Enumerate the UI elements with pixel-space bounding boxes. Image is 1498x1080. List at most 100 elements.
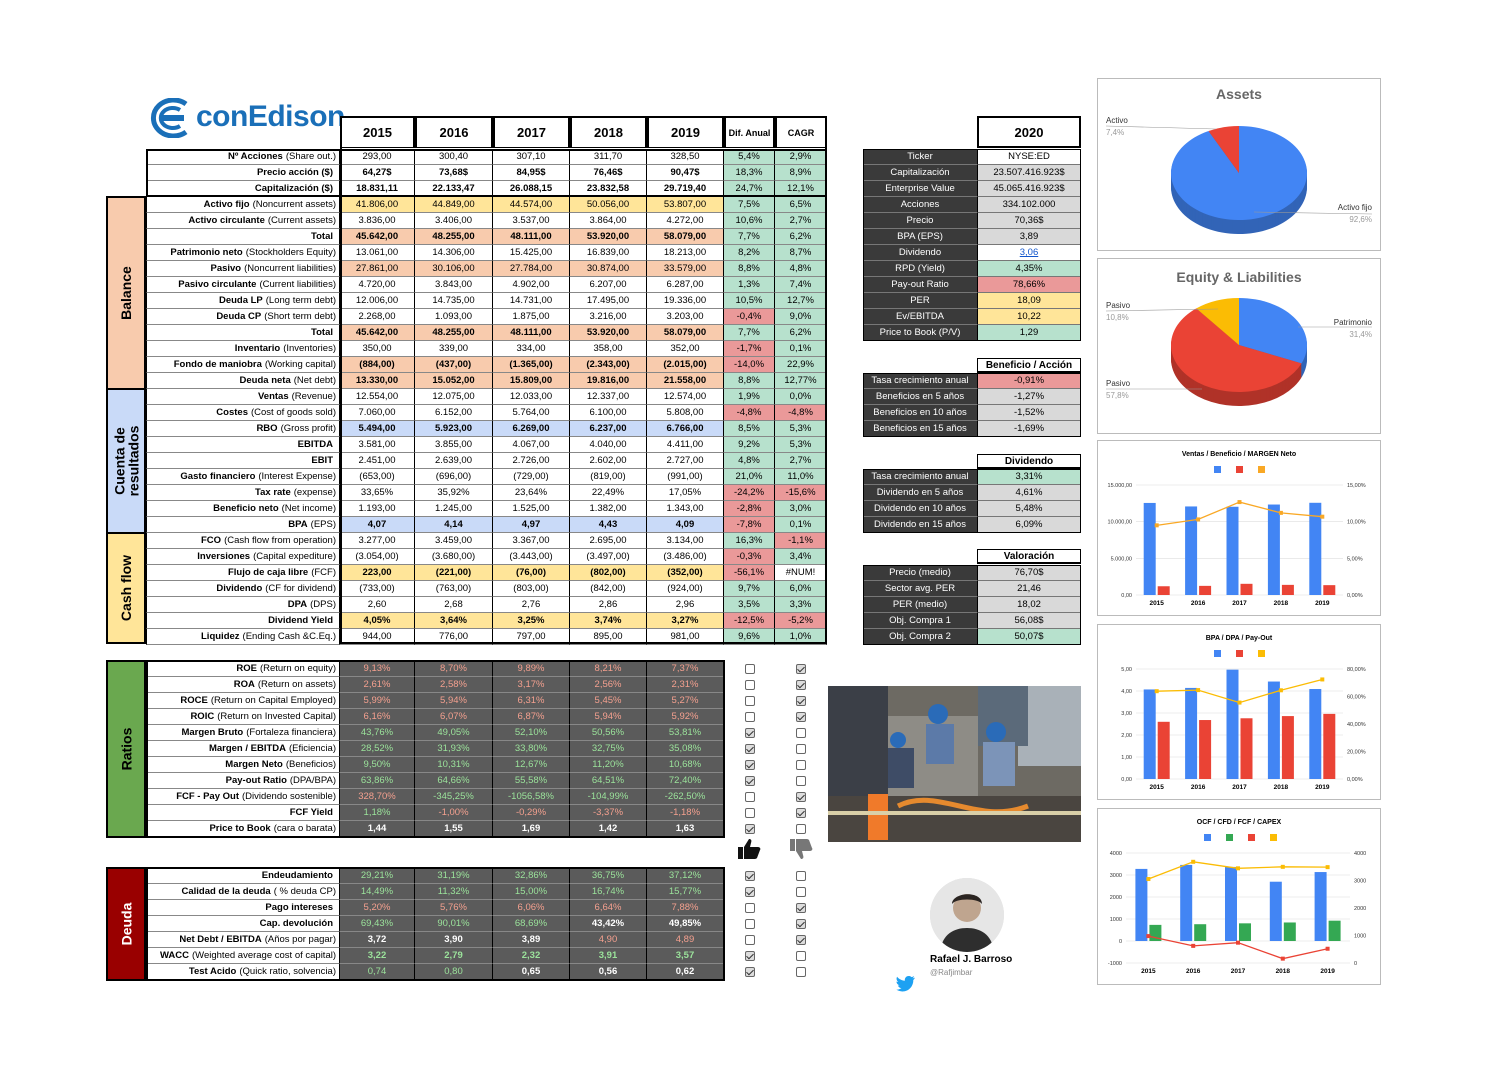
bar: [1281, 716, 1294, 779]
thumbs-down-checkbox[interactable]: [796, 776, 806, 786]
row-label: Margen Bruto (Fortaleza financiera): [146, 725, 340, 741]
value-cell: 63,86%: [340, 773, 415, 789]
thumbs-up-checkbox[interactable]: [745, 776, 755, 786]
thumbs-up-checkbox[interactable]: [745, 871, 755, 881]
pie-value-label: 31,4%: [1349, 330, 1372, 339]
ocf-chart: OCF / CFD / FCF / CAPEX -1000 0 1000 2000 30…: [1097, 808, 1381, 985]
thumbs-up-checkbox[interactable]: [745, 664, 755, 674]
thumbs-up-checkbox[interactable]: [745, 744, 755, 754]
panel-value: 10,22: [977, 309, 1080, 325]
value-cell: 44.849,00: [415, 197, 493, 213]
panel-label: PER: [863, 293, 977, 309]
thumbs-down-checkbox[interactable]: [796, 728, 806, 738]
value-cell: 72,40%: [647, 773, 724, 789]
thumbs-down-checkbox[interactable]: [796, 887, 806, 897]
value-cell: 3.537,00: [493, 213, 570, 229]
panel-value[interactable]: 3,06: [977, 245, 1080, 261]
thumbs-down-checkbox[interactable]: [796, 871, 806, 881]
value-cell: 12.337,00: [570, 389, 647, 405]
row-label: Gasto financiero (Interest Expense): [146, 469, 340, 485]
thumbs-down-checkbox[interactable]: [796, 792, 806, 802]
row-label-note: (Cash flow from operation): [224, 535, 336, 546]
panel-row: Obj. Compra 1 56,08$: [863, 613, 1080, 629]
value-cell: 3,22: [340, 948, 415, 964]
panel-label: Ev/EBITDA: [863, 309, 977, 325]
thumbs-up-checkbox[interactable]: [745, 967, 755, 977]
thumbs-down-checkbox[interactable]: [796, 967, 806, 977]
thumbs-down-checkbox[interactable]: [796, 935, 806, 945]
value-cell: 3,17%: [493, 677, 570, 693]
bar: [1309, 502, 1322, 595]
value-cell: 15.809,00: [493, 373, 570, 389]
row-label-main: Pago intereses: [265, 902, 333, 913]
value-cell: 4.902,00: [493, 277, 570, 293]
cagr-cell: 9,0%: [775, 309, 827, 325]
pie-leader-line: [1105, 125, 1217, 130]
line-marker: [1196, 517, 1201, 522]
thumbs-up-checkbox[interactable]: [745, 808, 755, 818]
value-cell: 30.106,00: [415, 261, 493, 277]
bar: [1199, 720, 1212, 779]
dif-anual-cell: 5,4%: [724, 149, 775, 165]
value-cell: 1.245,00: [415, 501, 493, 517]
y2-tick-label: 60,00%: [1347, 695, 1366, 701]
series-line: [1148, 935, 1328, 960]
thumbs-up-checkbox[interactable]: [745, 919, 755, 929]
thumbs-down-checkbox[interactable]: [796, 696, 806, 706]
row-label-note: (CF for dividend): [265, 583, 336, 594]
panel-label: BPA (EPS): [863, 229, 977, 245]
thumbs-up-checkbox[interactable]: [745, 696, 755, 706]
value-cell: 1,42: [570, 821, 647, 837]
bar: [1135, 868, 1148, 941]
value-cell: 45.642,00: [340, 229, 415, 245]
value-cell: 23,64%: [493, 485, 570, 501]
panel-row: BPA (EPS) 3,89: [863, 229, 1080, 245]
col-cagr-header: CAGR: [775, 116, 827, 148]
y2-tick-label: 40,00%: [1347, 722, 1366, 728]
thumbs-up-checkbox[interactable]: [745, 792, 755, 802]
thumbs-down-checkbox[interactable]: [796, 760, 806, 770]
year-header-2019: 2019: [647, 116, 724, 148]
thumbs-down-checkbox[interactable]: [796, 680, 806, 690]
thumbs-up-checkbox[interactable]: [745, 887, 755, 897]
row-label-note: (Weighted average cost of capital): [192, 950, 336, 961]
value-cell: 64,66%: [415, 773, 493, 789]
thumbs-down-checkbox[interactable]: [796, 712, 806, 722]
thumbs-up-checkbox[interactable]: [745, 935, 755, 945]
thumbs-up-checkbox[interactable]: [745, 712, 755, 722]
legend-swatch: [1214, 650, 1221, 657]
thumbs-down-checkbox[interactable]: [796, 744, 806, 754]
thumbs-down-checkbox[interactable]: [796, 951, 806, 961]
thumbs-up-checkbox[interactable]: [745, 903, 755, 913]
row-label-note: (Capital expediture): [253, 551, 336, 562]
legend-swatch: [1248, 834, 1255, 841]
value-cell: (803,00): [493, 581, 570, 597]
thumbs-up-checkbox[interactable]: [745, 824, 755, 834]
assets-chart-title: Assets: [1216, 86, 1262, 102]
value-cell: 41.806,00: [340, 197, 415, 213]
line-marker: [1154, 689, 1159, 694]
row-label: Price to Book (cara o barata): [146, 821, 340, 837]
value-cell: 4,43: [570, 517, 647, 533]
thumbs-down-checkbox[interactable]: [796, 919, 806, 929]
value-cell: 3.277,00: [340, 533, 415, 549]
row-label: EBITDA: [146, 437, 340, 453]
thumbs-down-checkbox[interactable]: [796, 808, 806, 818]
thumbs-down-checkbox[interactable]: [796, 903, 806, 913]
value-cell: (763,00): [415, 581, 493, 597]
row-label-main: Margen / EBITDA: [208, 743, 286, 754]
thumbs-down-checkbox[interactable]: [796, 664, 806, 674]
thumbs-up-checkbox[interactable]: [745, 728, 755, 738]
value-cell: 293,00: [340, 149, 415, 165]
twitter-icon[interactable]: [896, 976, 916, 997]
thumbs-up-checkbox[interactable]: [745, 951, 755, 961]
bar: [1267, 504, 1280, 595]
row-label-note: (Interest Expense): [258, 471, 336, 482]
thumbs-down-checkbox[interactable]: [796, 824, 806, 834]
value-cell: -3,37%: [570, 805, 647, 821]
panel-row: Dividendo en 10 años 5,48%: [863, 501, 1080, 517]
row-label: ROE (Return on equity): [146, 661, 340, 677]
thumbs-up-checkbox[interactable]: [745, 680, 755, 690]
thumbs-up-checkbox[interactable]: [745, 760, 755, 770]
row-label-note: (EPS): [310, 519, 336, 530]
